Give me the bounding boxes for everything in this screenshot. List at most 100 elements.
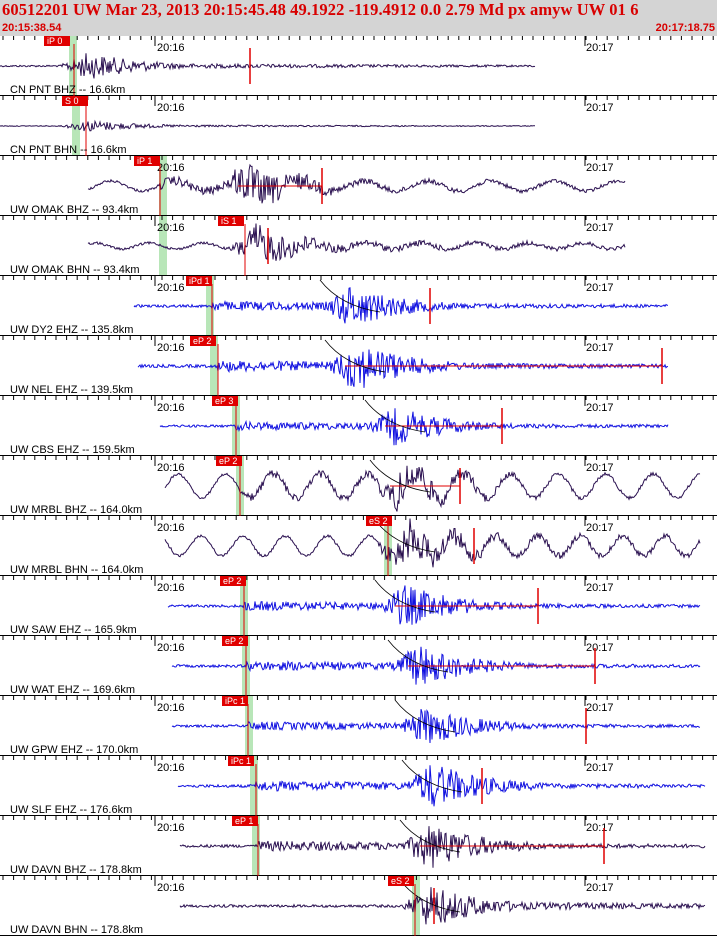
- coda-curve: [369, 459, 431, 493]
- tick-label-20-16: 20:16: [157, 342, 185, 354]
- tick-label-20-16: 20:16: [157, 702, 185, 714]
- waveform-trace: [164, 465, 701, 512]
- pick-box: [222, 696, 248, 706]
- station-label: UW OMAK BHZ -- 93.4km: [10, 204, 138, 216]
- coda-curve: [394, 699, 456, 733]
- pick-label: iPc 1: [231, 756, 251, 766]
- tick-label-20-17: 20:17: [586, 402, 614, 414]
- tick-label-20-17: 20:17: [586, 162, 614, 174]
- seismogram-svg: 20:16 20:17 iP 0 CN PNT BHZ -- 16.6km 20:16 2…: [0, 36, 717, 936]
- tick-label-20-16: 20:16: [157, 162, 185, 174]
- pick-band: [245, 696, 253, 756]
- coda-curve: [401, 759, 463, 793]
- tick-label-20-16: 20:16: [157, 882, 185, 894]
- pick-label: iPc 1: [225, 696, 245, 706]
- waveform-trace: [0, 53, 536, 79]
- tick-label-20-17: 20:17: [586, 462, 614, 474]
- station-label: UW MRBL BHN -- 164.0km: [10, 564, 143, 576]
- tick-label-20-17: 20:17: [586, 342, 614, 354]
- tick-label-20-17: 20:17: [586, 102, 614, 114]
- pick-label: iP 0: [47, 36, 62, 46]
- header-bar: 60512201 UW Mar 23, 2013 20:15:45.48 49.…: [0, 0, 717, 36]
- pick-box: [186, 276, 212, 286]
- station-label: CN PNT BHN -- 16.6km: [10, 144, 127, 156]
- coda-curve: [399, 819, 461, 853]
- pick-box: [366, 516, 392, 526]
- coda-curve: [319, 279, 381, 313]
- pick-box: [388, 876, 414, 886]
- tick-label-20-16: 20:16: [157, 282, 185, 294]
- pick-box: [44, 36, 70, 46]
- pick-label: eP 3: [215, 396, 233, 406]
- tick-label-20-17: 20:17: [586, 642, 614, 654]
- pick-box: [218, 216, 244, 226]
- tick-label-20-16: 20:16: [157, 822, 185, 834]
- waveform-trace: [177, 765, 706, 807]
- waveform-trace: [179, 887, 706, 925]
- pick-label: S 0: [65, 96, 79, 106]
- station-label: UW SLF EHZ -- 176.6km: [10, 804, 132, 816]
- tick-label-20-17: 20:17: [586, 822, 614, 834]
- station-label: UW DAVN BHZ -- 178.8km: [10, 864, 142, 876]
- station-label: UW DY2 EHZ -- 135.8km: [10, 324, 133, 336]
- waveform-trace: [179, 826, 706, 868]
- tick-label-20-16: 20:16: [157, 462, 185, 474]
- pick-box: [190, 336, 216, 346]
- tick-label-20-16: 20:16: [157, 582, 185, 594]
- coda-curve: [387, 639, 449, 673]
- waveform-trace: [133, 287, 668, 324]
- pick-label: eP 1: [235, 816, 253, 826]
- pick-box: [212, 396, 238, 406]
- tick-label-20-16: 20:16: [157, 102, 185, 114]
- tick-label-20-16: 20:16: [157, 222, 185, 234]
- tick-label-20-17: 20:17: [586, 42, 614, 54]
- tick-label-20-16: 20:16: [157, 522, 185, 534]
- pick-label: iP 1: [137, 156, 152, 166]
- waveform-trace: [164, 518, 701, 568]
- pick-label: eP 2: [223, 576, 241, 586]
- window-end-time: 20:17:18.75: [655, 22, 715, 34]
- pick-box: [62, 96, 88, 106]
- coda-curve: [324, 339, 386, 373]
- station-label: UW MRBL BHZ -- 164.0km: [10, 504, 142, 516]
- pick-box: [134, 156, 160, 166]
- tick-label-20-17: 20:17: [586, 282, 614, 294]
- waveform-trace: [171, 708, 701, 744]
- tick-label-20-16: 20:16: [157, 402, 185, 414]
- waveform-trace: [167, 585, 701, 625]
- tick-label-20-17: 20:17: [586, 222, 614, 234]
- pick-box: [220, 576, 246, 586]
- waveform-trace: [87, 223, 626, 261]
- coda-curve: [364, 399, 426, 433]
- station-label: UW DAVN BHN -- 178.8km: [10, 924, 143, 936]
- tick-label-20-17: 20:17: [586, 702, 614, 714]
- pick-label: eP 2: [193, 336, 211, 346]
- tick-label-20-17: 20:17: [586, 582, 614, 594]
- pick-label: iS 1: [221, 216, 237, 226]
- tick-label-20-17: 20:17: [586, 882, 614, 894]
- pick-label: eS 2: [369, 516, 388, 526]
- waveform-trace: [87, 163, 626, 204]
- station-label: UW OMAK BHN -- 93.4km: [10, 264, 140, 276]
- waveform-trace: [171, 646, 701, 685]
- station-label: UW NEL EHZ -- 139.5km: [10, 384, 133, 396]
- station-label: CN PNT BHZ -- 16.6km: [10, 84, 125, 96]
- seismogram-plot: 20:16 20:17 iP 0 CN PNT BHZ -- 16.6km 20:16 2…: [0, 36, 717, 938]
- pick-label: eP 2: [219, 456, 237, 466]
- waveform-trace: [137, 349, 668, 388]
- tick-label-20-16: 20:16: [157, 762, 185, 774]
- event-title: 60512201 UW Mar 23, 2013 20:15:45.48 49.…: [2, 0, 639, 19]
- tick-label-20-17: 20:17: [586, 762, 614, 774]
- window-start-time: 20:15:38.54: [2, 22, 62, 34]
- pick-box: [232, 816, 258, 826]
- pick-label: eS 2: [391, 876, 410, 886]
- station-label: UW WAT EHZ -- 169.6km: [10, 684, 135, 696]
- pick-band: [252, 816, 260, 876]
- station-label: UW CBS EHZ -- 159.5km: [10, 444, 135, 456]
- station-label: UW GPW EHZ -- 170.0km: [10, 744, 138, 756]
- pick-box: [222, 636, 248, 646]
- waveform-trace: [0, 119, 535, 132]
- pick-label: eP 2: [225, 636, 243, 646]
- pick-box: [228, 756, 254, 766]
- pick-label: iPd 1: [189, 276, 210, 286]
